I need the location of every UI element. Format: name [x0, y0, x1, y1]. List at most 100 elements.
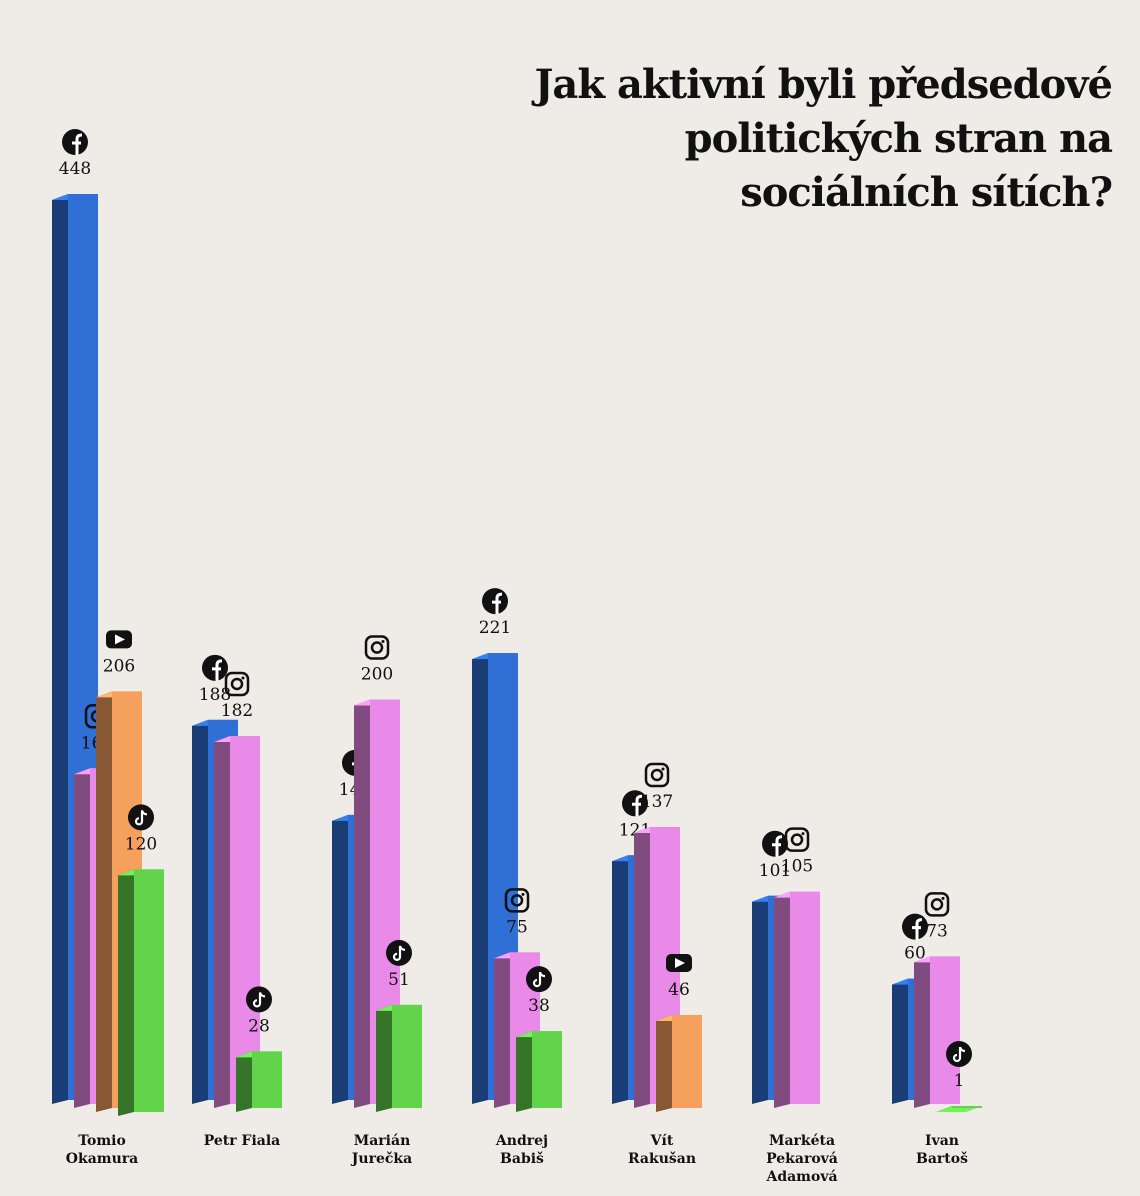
bar-front [672, 1014, 702, 1108]
value-label: 46 [668, 980, 690, 1000]
icon-shape [772, 835, 783, 857]
platform-icon [924, 892, 950, 917]
value-label: 75 [506, 917, 528, 937]
chart-title: Jak aktivní byli předsedové politických … [534, 61, 1113, 216]
icon-shape [924, 892, 950, 917]
platform-icon [386, 939, 412, 966]
bar-side [192, 719, 208, 1104]
icon-shape [392, 945, 406, 961]
bar [236, 1051, 282, 1112]
platform-icon [622, 790, 648, 817]
icon-shape [675, 957, 685, 968]
value-label: 105 [781, 857, 813, 877]
bar-side [52, 194, 68, 1105]
platform-icon [666, 953, 692, 972]
icon-shape [521, 892, 525, 896]
value-label: 60 [904, 944, 926, 964]
bar [914, 956, 960, 1108]
icon-shape [912, 918, 923, 940]
bar-side [752, 895, 768, 1104]
bar-side [516, 1031, 532, 1112]
platform-icon [202, 654, 228, 681]
platform-icon [784, 827, 810, 852]
bar-front [930, 956, 960, 1104]
icon-shape [504, 888, 530, 913]
icon-shape [134, 810, 148, 826]
value-label: 206 [103, 656, 135, 676]
icon-shape [230, 677, 244, 691]
platform-icon [364, 635, 390, 660]
value-label: 137 [641, 792, 673, 812]
platform-icon [504, 888, 530, 913]
x-tick-label: Ivan Bartoš [916, 1133, 968, 1167]
value-label: 73 [926, 921, 948, 941]
icon-shape [224, 671, 250, 697]
icon-shape [370, 641, 384, 654]
icon-shape [632, 794, 643, 817]
platform-icon [946, 1040, 972, 1067]
icon-shape [115, 634, 125, 645]
bar-side [612, 855, 628, 1104]
platform-icon [106, 630, 132, 649]
bar-front [532, 1031, 562, 1108]
icon-shape [952, 1046, 966, 1063]
x-tick-label: Markéta Pekarová Adamová [766, 1133, 838, 1185]
bar-front [790, 891, 820, 1104]
value-label: 120 [125, 834, 157, 854]
value-label: 448 [59, 159, 91, 179]
bar-front [134, 869, 164, 1112]
value-label: 51 [388, 970, 410, 990]
x-tick-label: Marián Jurečka [351, 1133, 413, 1167]
icon-shape [72, 133, 83, 156]
bar [214, 735, 260, 1108]
bar [656, 1014, 702, 1112]
bar-front [230, 735, 260, 1104]
icon-shape [241, 676, 245, 680]
bar-side [354, 699, 370, 1108]
bar-side [332, 814, 348, 1104]
platform-icon [644, 762, 670, 788]
icon-shape [252, 992, 266, 1008]
value-label: 188 [199, 685, 231, 705]
icon-shape [801, 832, 805, 836]
bar-side [74, 768, 90, 1108]
bar-front [252, 1051, 282, 1108]
icon-shape [650, 768, 664, 782]
bar [774, 891, 820, 1108]
icon-shape [784, 827, 810, 852]
bar-side [892, 978, 908, 1104]
icon-shape [930, 898, 944, 911]
value-label: 38 [528, 996, 550, 1016]
icon-shape [212, 659, 223, 681]
value-label: 221 [479, 618, 511, 638]
x-tick-label: Tomio Okamura [65, 1133, 139, 1167]
value-label: 28 [248, 1016, 270, 1036]
icon-shape [492, 592, 503, 615]
icon-shape [510, 894, 524, 907]
bar-front [952, 1105, 982, 1108]
icon-shape [644, 762, 670, 788]
platform-icon [902, 913, 928, 940]
bar [376, 1004, 422, 1112]
bar-side [472, 653, 488, 1104]
bar-side [118, 869, 134, 1116]
bar [118, 869, 164, 1116]
bar-side [236, 1051, 252, 1112]
platform-icon [526, 966, 552, 993]
x-tick-label: Petr Fiala [203, 1133, 281, 1149]
bar [516, 1031, 562, 1112]
icon-shape [661, 767, 665, 771]
value-label: 1 [954, 1071, 965, 1091]
platform-icon [224, 671, 250, 697]
bar-side [656, 1014, 672, 1112]
x-tick-label: Andrej Babiš [495, 1133, 549, 1167]
bar-side [774, 891, 790, 1108]
platform-icon [482, 588, 508, 615]
bar-side [494, 952, 510, 1108]
bar-side [634, 826, 650, 1108]
bar [936, 1105, 982, 1112]
icon-shape [790, 833, 804, 846]
value-label: 182 [221, 701, 253, 721]
